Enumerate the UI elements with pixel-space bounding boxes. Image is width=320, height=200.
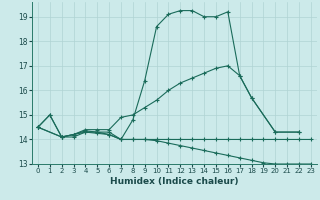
X-axis label: Humidex (Indice chaleur): Humidex (Indice chaleur) [110,177,239,186]
